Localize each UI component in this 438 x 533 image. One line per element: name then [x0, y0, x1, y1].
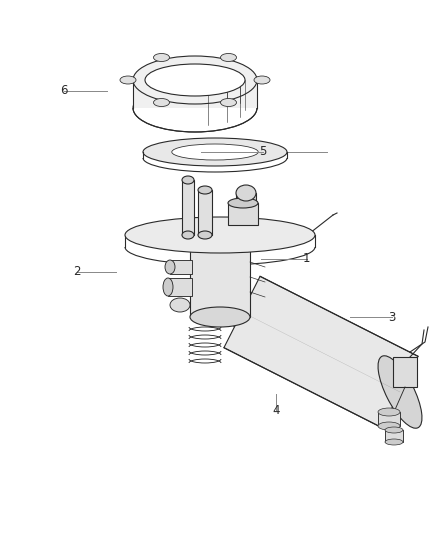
Ellipse shape [133, 56, 257, 104]
Text: 2: 2 [73, 265, 81, 278]
Bar [198, 190, 212, 235]
Text: 3: 3 [389, 311, 396, 324]
Bar [182, 180, 194, 235]
Ellipse shape [378, 356, 422, 428]
Ellipse shape [190, 307, 250, 327]
Bar [190, 247, 250, 317]
Ellipse shape [170, 298, 190, 312]
Ellipse shape [165, 260, 175, 274]
Bar [236, 193, 256, 203]
Ellipse shape [153, 53, 170, 61]
Ellipse shape [378, 422, 400, 430]
Ellipse shape [198, 231, 212, 239]
Ellipse shape [220, 99, 237, 107]
Ellipse shape [125, 217, 315, 253]
Bar [385, 430, 403, 442]
Ellipse shape [220, 53, 237, 61]
Ellipse shape [385, 427, 403, 433]
Ellipse shape [385, 439, 403, 445]
Ellipse shape [163, 278, 173, 296]
Ellipse shape [198, 186, 212, 194]
Ellipse shape [153, 99, 170, 107]
Ellipse shape [182, 176, 194, 184]
Ellipse shape [120, 76, 136, 84]
Ellipse shape [220, 276, 264, 348]
Bar [170, 260, 192, 274]
Bar [168, 278, 192, 296]
Polygon shape [133, 80, 257, 108]
Text: 5: 5 [259, 146, 266, 158]
Ellipse shape [228, 198, 258, 208]
Ellipse shape [172, 144, 258, 160]
Ellipse shape [254, 76, 270, 84]
Ellipse shape [378, 408, 400, 416]
Text: 4: 4 [272, 404, 280, 417]
Ellipse shape [133, 84, 257, 132]
Polygon shape [224, 276, 418, 427]
Ellipse shape [236, 185, 256, 201]
Bar [378, 412, 400, 426]
Text: 1: 1 [303, 252, 311, 265]
Ellipse shape [145, 64, 245, 96]
Bar [393, 357, 417, 387]
Ellipse shape [182, 231, 194, 239]
Bar [228, 203, 258, 225]
Text: 6: 6 [60, 84, 67, 97]
Ellipse shape [143, 138, 287, 166]
